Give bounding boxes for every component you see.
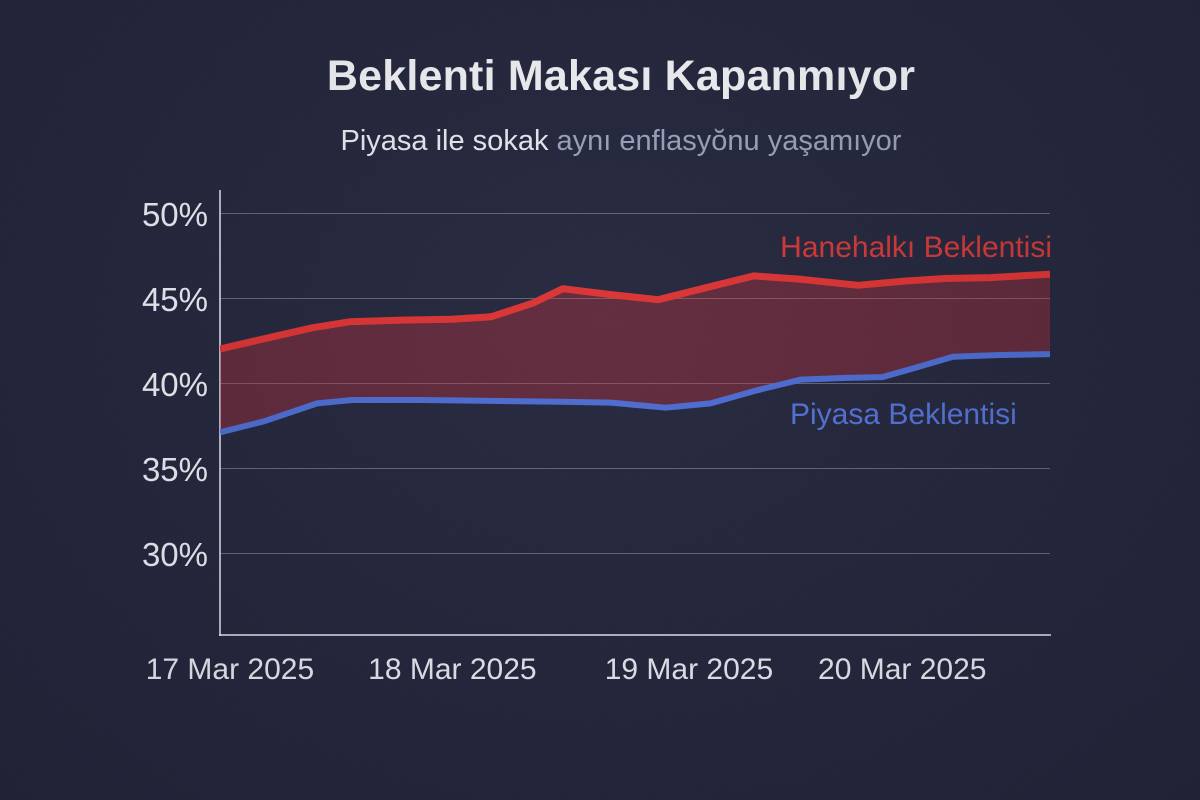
x-tick-label: 17 Mar 2025 [145,653,315,686]
series-label-market: Piyasa Beklentisi [790,398,1017,431]
chart-subtitle-strong: Piyasa ile sokak [340,125,549,157]
chart-subtitle: Piyasa ile sokak aynı enflasyŏnu yaşamıy… [42,125,1200,158]
y-tick-label: 40% [141,366,208,404]
series-label-household: Hanehalkı Beklentisi [780,231,1052,264]
x-tick-label: 19 Mar 2025 [604,653,774,686]
y-tick-label: 30% [141,536,208,574]
x-tick-label: 18 Mar 2025 [368,653,537,686]
y-tick-label: 50% [141,196,208,234]
chart-title: Beklenti Makası Kapanmıyor [326,52,916,100]
y-tick-label: 45% [141,281,208,319]
x-tick-label: 20 Mar 2025 [818,653,987,686]
chart-header: Beklenti Makası Kapanmıyor Piyasa ile so… [0,52,1200,158]
y-tick-label: 35% [141,451,208,489]
chart-subtitle-muted: aynı enflasyŏnu yaşamıyor [548,125,902,157]
